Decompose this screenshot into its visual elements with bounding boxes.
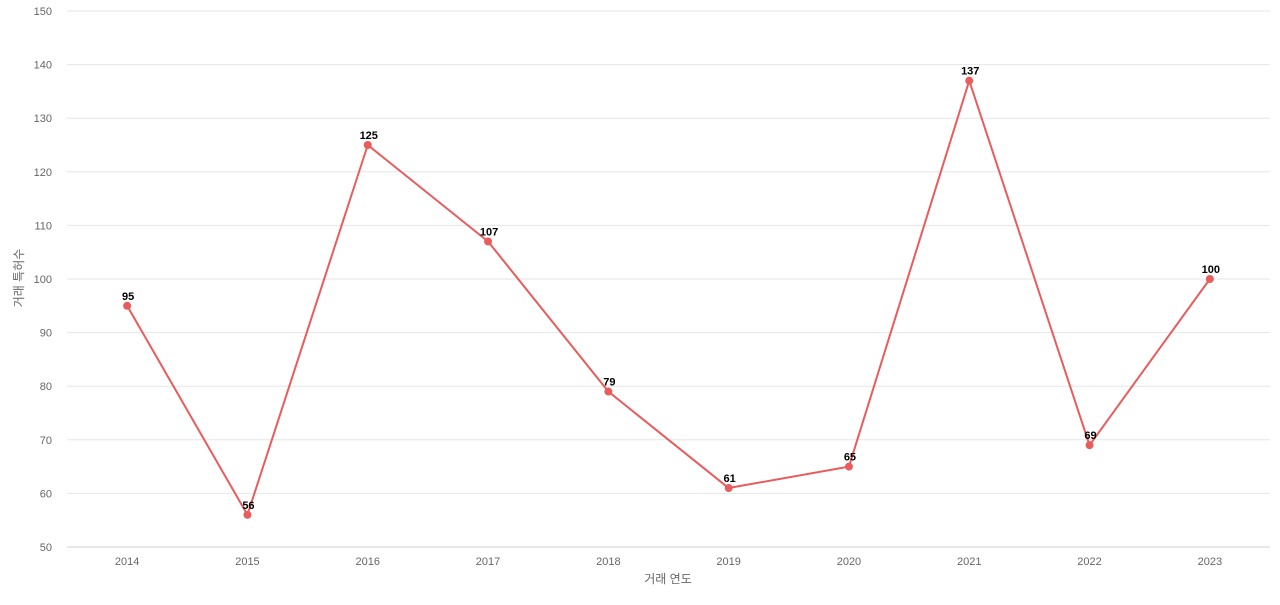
data-point: [123, 301, 132, 310]
data-label: 107: [480, 226, 498, 238]
data-point: [844, 462, 853, 471]
y-tick-label: 50: [40, 542, 52, 554]
data-label: 65: [844, 452, 856, 464]
x-axis-title: 거래 연도: [644, 572, 692, 586]
x-tick-label: 2023: [1198, 556, 1222, 568]
data-labels: 95 56 125 107 79 61 65 137 69 100: [122, 66, 1220, 512]
data-point: [484, 237, 493, 246]
x-tick-label: 2014: [115, 556, 139, 568]
data-point: [243, 510, 252, 519]
data-point: [363, 141, 372, 149]
data-point: [1085, 441, 1094, 450]
y-tick-label: 150: [34, 6, 52, 18]
x-tick-label: 2022: [1077, 556, 1101, 568]
data-point: [604, 387, 613, 396]
x-axis-ticks: 2014 2015 2016 2017 2018 2019 2020 2021 2022 2023: [115, 556, 1222, 568]
series-line: [126, 79, 1211, 516]
y-axis-ticks: 50 60 70 80 90 100 110 120 130 140 150: [34, 6, 52, 554]
x-tick-label: 2016: [356, 556, 380, 568]
y-tick-label: 110: [34, 220, 52, 232]
x-tick-label: 2015: [235, 556, 259, 568]
x-tick-label: 2017: [476, 556, 500, 568]
x-tick-label: 2019: [716, 556, 740, 568]
x-tick-label: 2020: [837, 556, 861, 568]
data-label: 125: [360, 130, 378, 142]
x-tick-label: 2018: [596, 556, 620, 568]
data-label: 95: [122, 291, 134, 303]
data-label: 100: [1202, 264, 1220, 276]
y-tick-label: 120: [34, 167, 52, 179]
data-label: 69: [1084, 430, 1096, 442]
data-point: [965, 76, 974, 85]
data-label: 56: [242, 500, 254, 512]
grid-layer: [67, 10, 1270, 548]
y-tick-label: 70: [40, 435, 52, 447]
data-point: [1205, 275, 1214, 283]
y-tick-label: 100: [34, 274, 52, 286]
y-tick-label: 130: [34, 113, 52, 125]
y-tick-label: 90: [40, 328, 52, 340]
data-label: 79: [603, 377, 615, 389]
data-label: 137: [961, 66, 979, 78]
y-tick-label: 140: [34, 60, 52, 72]
y-tick-label: 80: [40, 381, 52, 393]
series-layer: [123, 76, 1214, 519]
y-tick-label: 60: [40, 488, 52, 500]
data-point: [724, 484, 733, 493]
data-label: 61: [724, 473, 736, 485]
y-axis-title: 거래 특허수: [12, 249, 26, 308]
x-tick-label: 2021: [957, 556, 981, 568]
